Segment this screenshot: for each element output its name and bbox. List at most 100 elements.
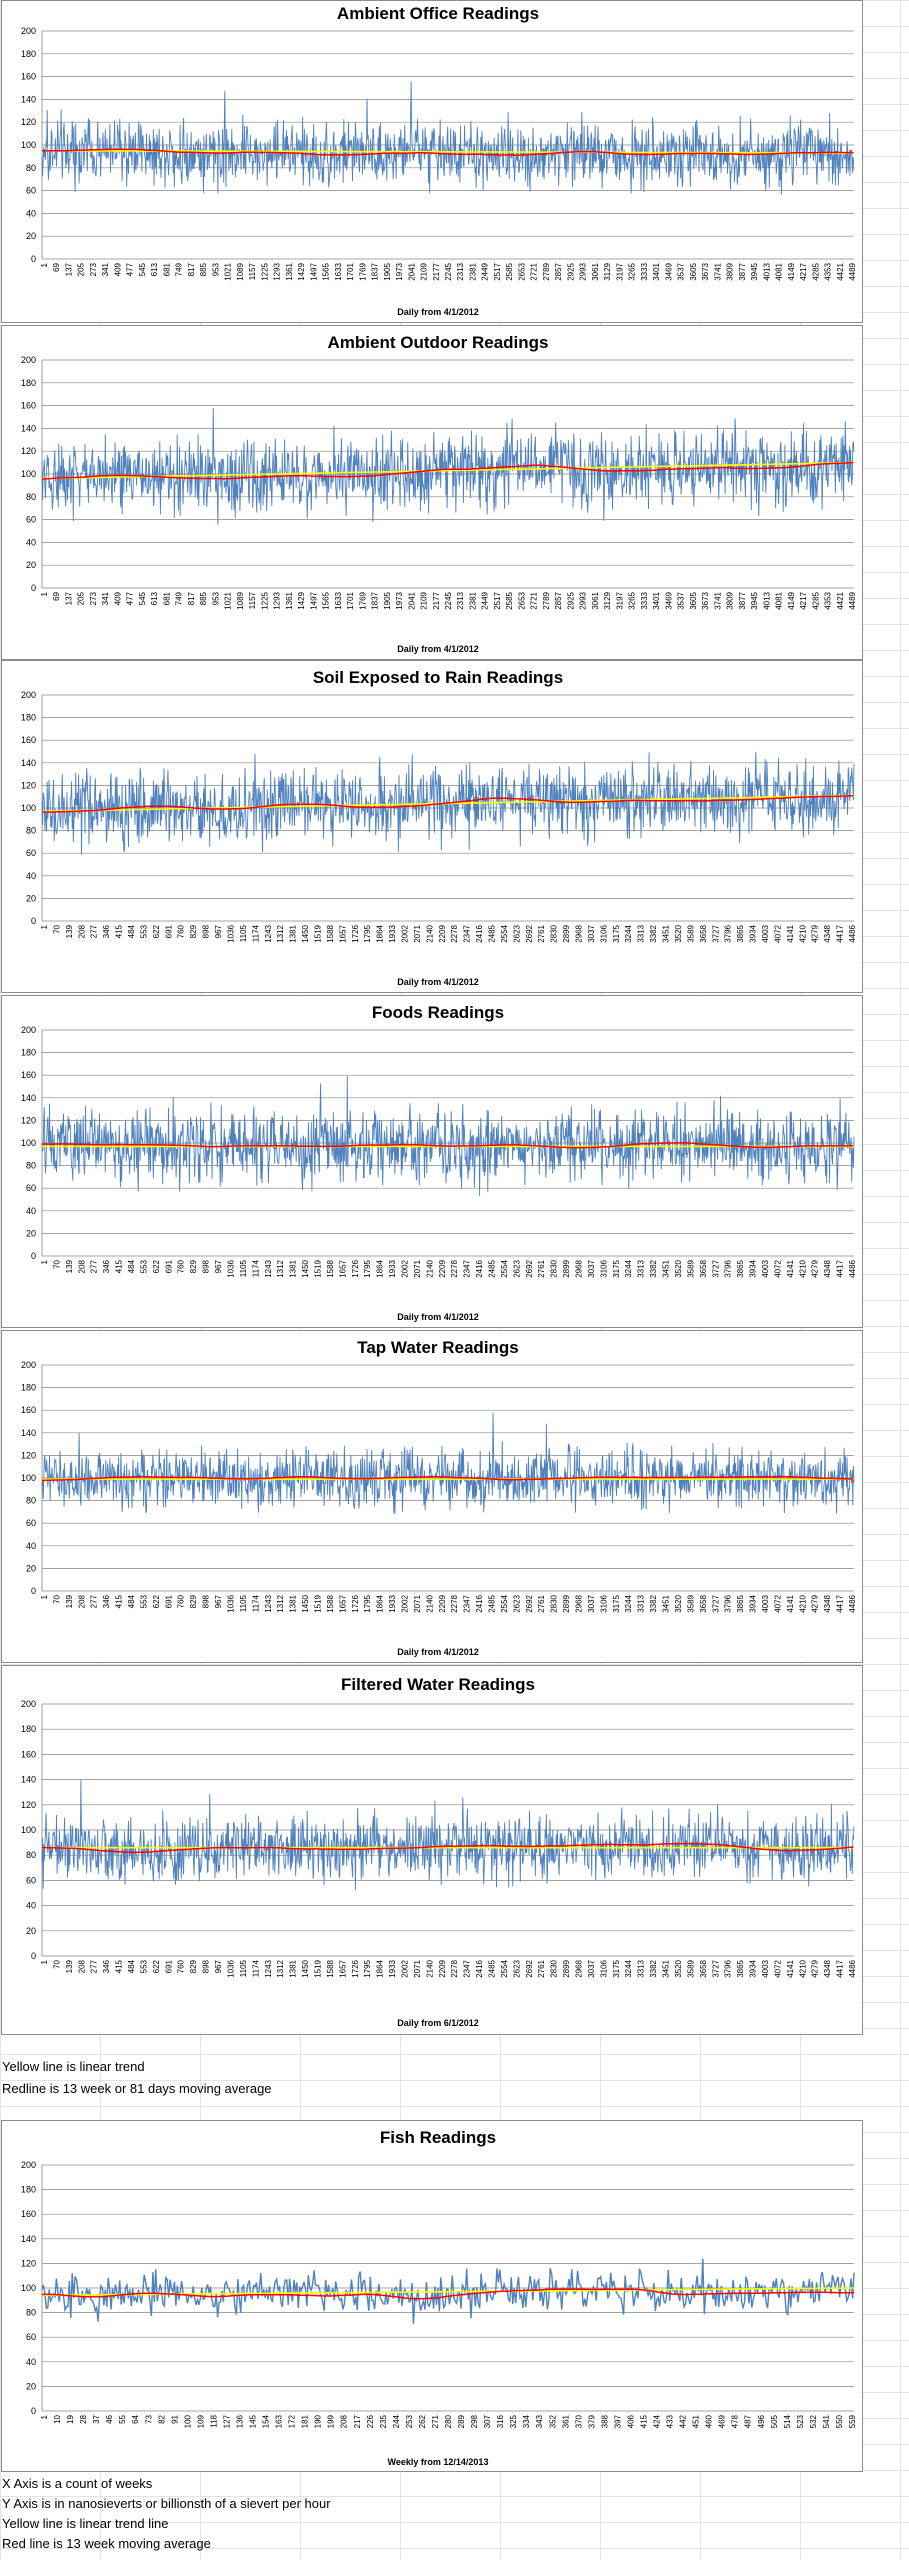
x-tick-label: 2692 — [525, 1959, 534, 1977]
x-tick-label: 1657 — [338, 1594, 347, 1612]
x-tick-label: 2449 — [481, 262, 490, 280]
x-tick-label: 2653 — [517, 591, 526, 609]
x-tick-label: 3741 — [713, 591, 722, 609]
x-tick-label: 681 — [162, 262, 171, 276]
y-tick-label: 100 — [21, 1138, 36, 1148]
x-tick-label: 3796 — [724, 924, 733, 942]
x-tick-label: 1 — [40, 262, 49, 267]
x-tick-label: 1633 — [334, 262, 343, 280]
x-tick-label: 3244 — [624, 1259, 633, 1277]
x-tick-label: 4489 — [848, 591, 857, 609]
x-tick-label: 2899 — [562, 1259, 571, 1277]
x-tick-label: 2278 — [450, 1259, 459, 1277]
x-tick-label: 2209 — [438, 1259, 447, 1277]
x-tick-label: 691 — [164, 1959, 173, 1973]
x-tick-label: 3673 — [701, 262, 710, 280]
x-tick-label: 3382 — [649, 1959, 658, 1977]
x-tick-label: 460 — [705, 2414, 714, 2428]
x-tick-label: 3658 — [699, 1959, 708, 1977]
x-tick-label: 3451 — [662, 924, 671, 942]
x-tick-label: 622 — [152, 1259, 161, 1273]
x-tick-label: 1429 — [297, 262, 306, 280]
y-tick-label: 40 — [26, 1901, 36, 1911]
x-tick-label: 3401 — [652, 262, 661, 280]
x-tick-label: 205 — [77, 262, 86, 276]
y-tick-label: 160 — [21, 401, 36, 411]
x-tick-label: 2993 — [579, 262, 588, 280]
x-tick-label: 1726 — [351, 1259, 360, 1277]
chart-svg: Tap Water Readings 0 20 40 60 80 100 120 140 160 1… — [21, 1338, 857, 1657]
x-tick-label: 4489 — [848, 262, 857, 280]
x-tick-label: 3945 — [750, 262, 759, 280]
x-tick-label: 484 — [127, 1594, 136, 1608]
x-tick-label: 760 — [177, 1959, 186, 1973]
y-tick-label: 140 — [21, 423, 36, 433]
x-tick-label: 2761 — [537, 1259, 546, 1277]
x-tick-label: 55 — [118, 2414, 127, 2423]
x-tick-label: 289 — [457, 2414, 466, 2428]
x-tick-label: 2899 — [562, 1594, 571, 1612]
y-tick-label: 100 — [21, 140, 36, 150]
x-axis-label: Daily from 4/1/2012 — [397, 1312, 479, 1322]
x-tick-label: 3741 — [713, 262, 722, 280]
x-tick-label: 205 — [77, 591, 86, 605]
x-tick-label: 137 — [64, 591, 73, 605]
x-tick-label: 953 — [211, 262, 220, 276]
x-tick-label: 1726 — [351, 1594, 360, 1612]
y-tick-label: 0 — [31, 254, 36, 264]
x-axis-label: Daily from 4/1/2012 — [397, 977, 479, 987]
x-tick-label: 316 — [496, 2414, 505, 2428]
x-tick-label: 898 — [202, 1259, 211, 1273]
x-tick-label: 208 — [77, 1594, 86, 1608]
x-tick-label: 2041 — [407, 262, 416, 280]
chart-title: Tap Water Readings — [357, 1338, 519, 1357]
x-tick-label: 1312 — [276, 1959, 285, 1977]
x-tick-label: 613 — [150, 591, 159, 605]
x-tick-label: 3382 — [649, 1594, 658, 1612]
x-tick-label: 1312 — [276, 1259, 285, 1277]
x-tick-label: 4081 — [775, 262, 784, 280]
y-tick-label: 40 — [26, 1541, 36, 1551]
x-tick-label: 4013 — [762, 262, 771, 280]
x-tick-label: 2278 — [450, 1959, 459, 1977]
x-tick-label: 3175 — [612, 1594, 621, 1612]
x-tick-label: 2761 — [537, 924, 546, 942]
y-tick-label: 40 — [26, 537, 36, 547]
x-tick-label: 967 — [214, 1959, 223, 1973]
x-tick-label: 553 — [139, 924, 148, 938]
x-tick-label: 3037 — [587, 1259, 596, 1277]
x-tick-label: 226 — [366, 2414, 375, 2428]
x-tick-label: 4486 — [848, 1259, 857, 1277]
x-tick-label: 3175 — [612, 1959, 621, 1977]
x-tick-label: 1 — [40, 1594, 49, 1599]
x-tick-label: 69 — [52, 591, 61, 600]
x-tick-label: 3934 — [749, 1594, 758, 1612]
chart-title: Fish Readings — [380, 2128, 496, 2147]
x-tick-label: 1174 — [251, 1959, 260, 1977]
x-tick-label: 4486 — [848, 1959, 857, 1977]
x-tick-label: 1519 — [313, 1959, 322, 1977]
y-tick-label: 140 — [21, 2234, 36, 2244]
x-tick-label: 4421 — [836, 262, 845, 280]
x-tick-label: 4072 — [773, 1959, 782, 1977]
y-tick-label: 100 — [21, 469, 36, 479]
y-tick-label: 80 — [26, 1161, 36, 1171]
y-tick-label: 120 — [21, 1800, 36, 1810]
x-tick-label: 1 — [40, 591, 49, 596]
x-tick-label: 2140 — [425, 1594, 434, 1612]
x-tick-label: 1243 — [264, 1594, 273, 1612]
x-tick-label: 532 — [809, 2414, 818, 2428]
x-tick-label: 1701 — [346, 262, 355, 280]
y-tick-label: 20 — [26, 2381, 36, 2391]
x-tick-label: 4149 — [787, 591, 796, 609]
x-tick-label: 2313 — [456, 262, 465, 280]
x-tick-label: 145 — [249, 2414, 258, 2428]
x-tick-label: 1588 — [326, 1259, 335, 1277]
x-tick-label: 3934 — [749, 1959, 758, 1977]
x-tick-label: 3809 — [726, 262, 735, 280]
x-tick-label: 2623 — [512, 1259, 521, 1277]
x-tick-label: 154 — [262, 2414, 271, 2428]
y-tick-label: 0 — [31, 1251, 36, 1261]
x-tick-label: 691 — [164, 924, 173, 938]
x-tick-label: 4210 — [798, 924, 807, 942]
